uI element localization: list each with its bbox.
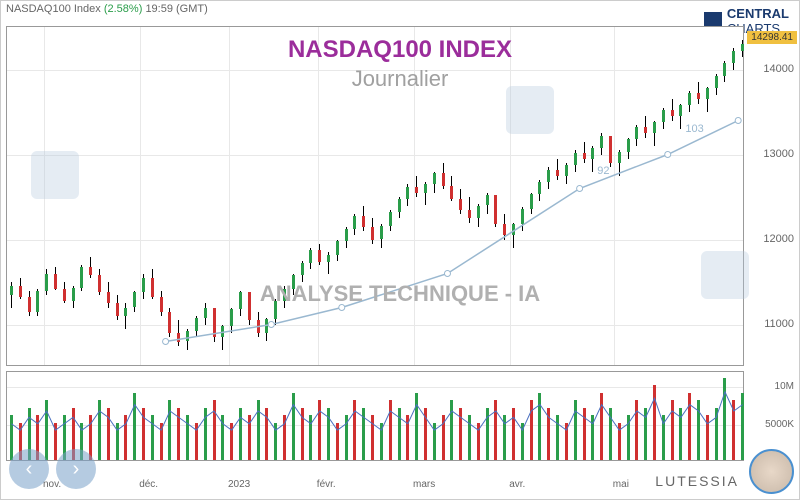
chart-subtitle: Journalier bbox=[352, 66, 449, 92]
index-name: NASDAQ100 Index bbox=[6, 3, 101, 15]
chart-title: NASDAQ100 INDEX bbox=[288, 36, 512, 64]
watermark-icon bbox=[506, 86, 554, 134]
watermark-text: ANALYSE TECHNIQUE - IA bbox=[260, 281, 540, 307]
pct-change: (2.58%) bbox=[104, 3, 143, 15]
x-axis: nov.déc.2023févr.marsavr.mai bbox=[6, 479, 744, 494]
nav-next-button[interactable]: › bbox=[56, 449, 96, 489]
chart-header: NASDAQ100 Index (2.58%) 19:59 (GMT) bbox=[6, 3, 208, 15]
nav-prev-button[interactable]: ‹ bbox=[9, 449, 49, 489]
timestamp: 19:59 (GMT) bbox=[145, 3, 207, 15]
volume-chart[interactable] bbox=[6, 371, 744, 461]
avatar-icon[interactable] bbox=[749, 449, 794, 494]
lutessia-label: LUTESSIA bbox=[655, 473, 739, 489]
chart-container: NASDAQ100 Index (2.58%) 19:59 (GMT) CENT… bbox=[0, 0, 800, 500]
current-price-tag: 14298.41 bbox=[747, 31, 797, 44]
watermark-icon bbox=[701, 251, 749, 299]
watermark-icon bbox=[31, 151, 79, 199]
